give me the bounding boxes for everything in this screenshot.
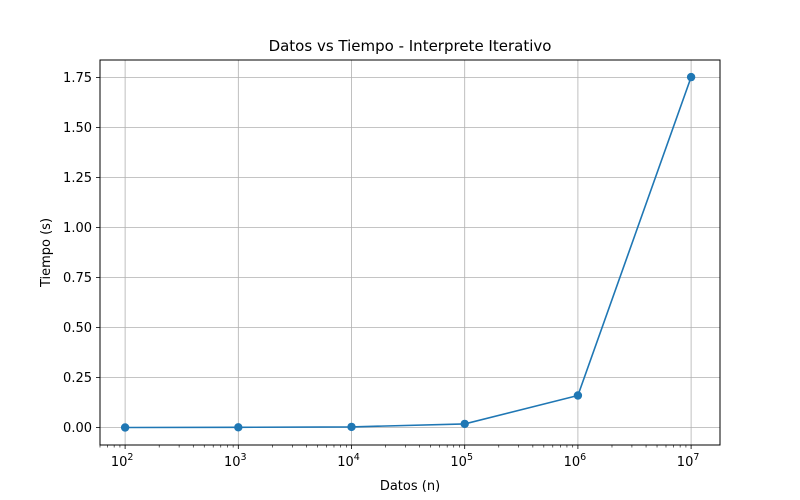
y-tick-label: 1.00 [63,221,92,236]
x-tick-label: 104 [337,452,360,470]
x-tick-label: 107 [677,452,700,470]
x-tick-label: 106 [564,452,587,470]
y-tick-label: 0.75 [63,271,92,286]
x-tick-label: 102 [111,452,134,470]
x-tick-label: 105 [450,452,473,470]
y-tick-label: 1.75 [63,71,92,86]
x-tick-label: 103 [224,452,247,470]
axis-ticks: 0.00 0.25 0.50 0.75 1.00 1.25 1.50 1.75 102 103 10… [63,71,699,470]
y-tick-label: 0.50 [63,321,92,336]
x-axis-label: Datos (n) [380,479,440,494]
plot-frame [99,59,721,446]
y-tick-label: 0.25 [63,371,92,386]
data-point [234,423,243,432]
data-point [120,423,130,432]
data-point [573,391,583,400]
series-layer [120,72,696,432]
data-point [686,72,696,82]
chart-title: Datos vs Tiempo - Interprete Iterativo [269,37,552,55]
y-tick-label: 0.00 [63,421,92,436]
series-line [125,76,692,429]
data-point [460,419,469,429]
y-tick-label: 1.50 [63,121,92,136]
data-point [347,422,356,432]
y-axis-label: Tiempo (s) [39,218,54,288]
grid [100,60,720,445]
y-tick-label: 1.25 [63,171,92,186]
